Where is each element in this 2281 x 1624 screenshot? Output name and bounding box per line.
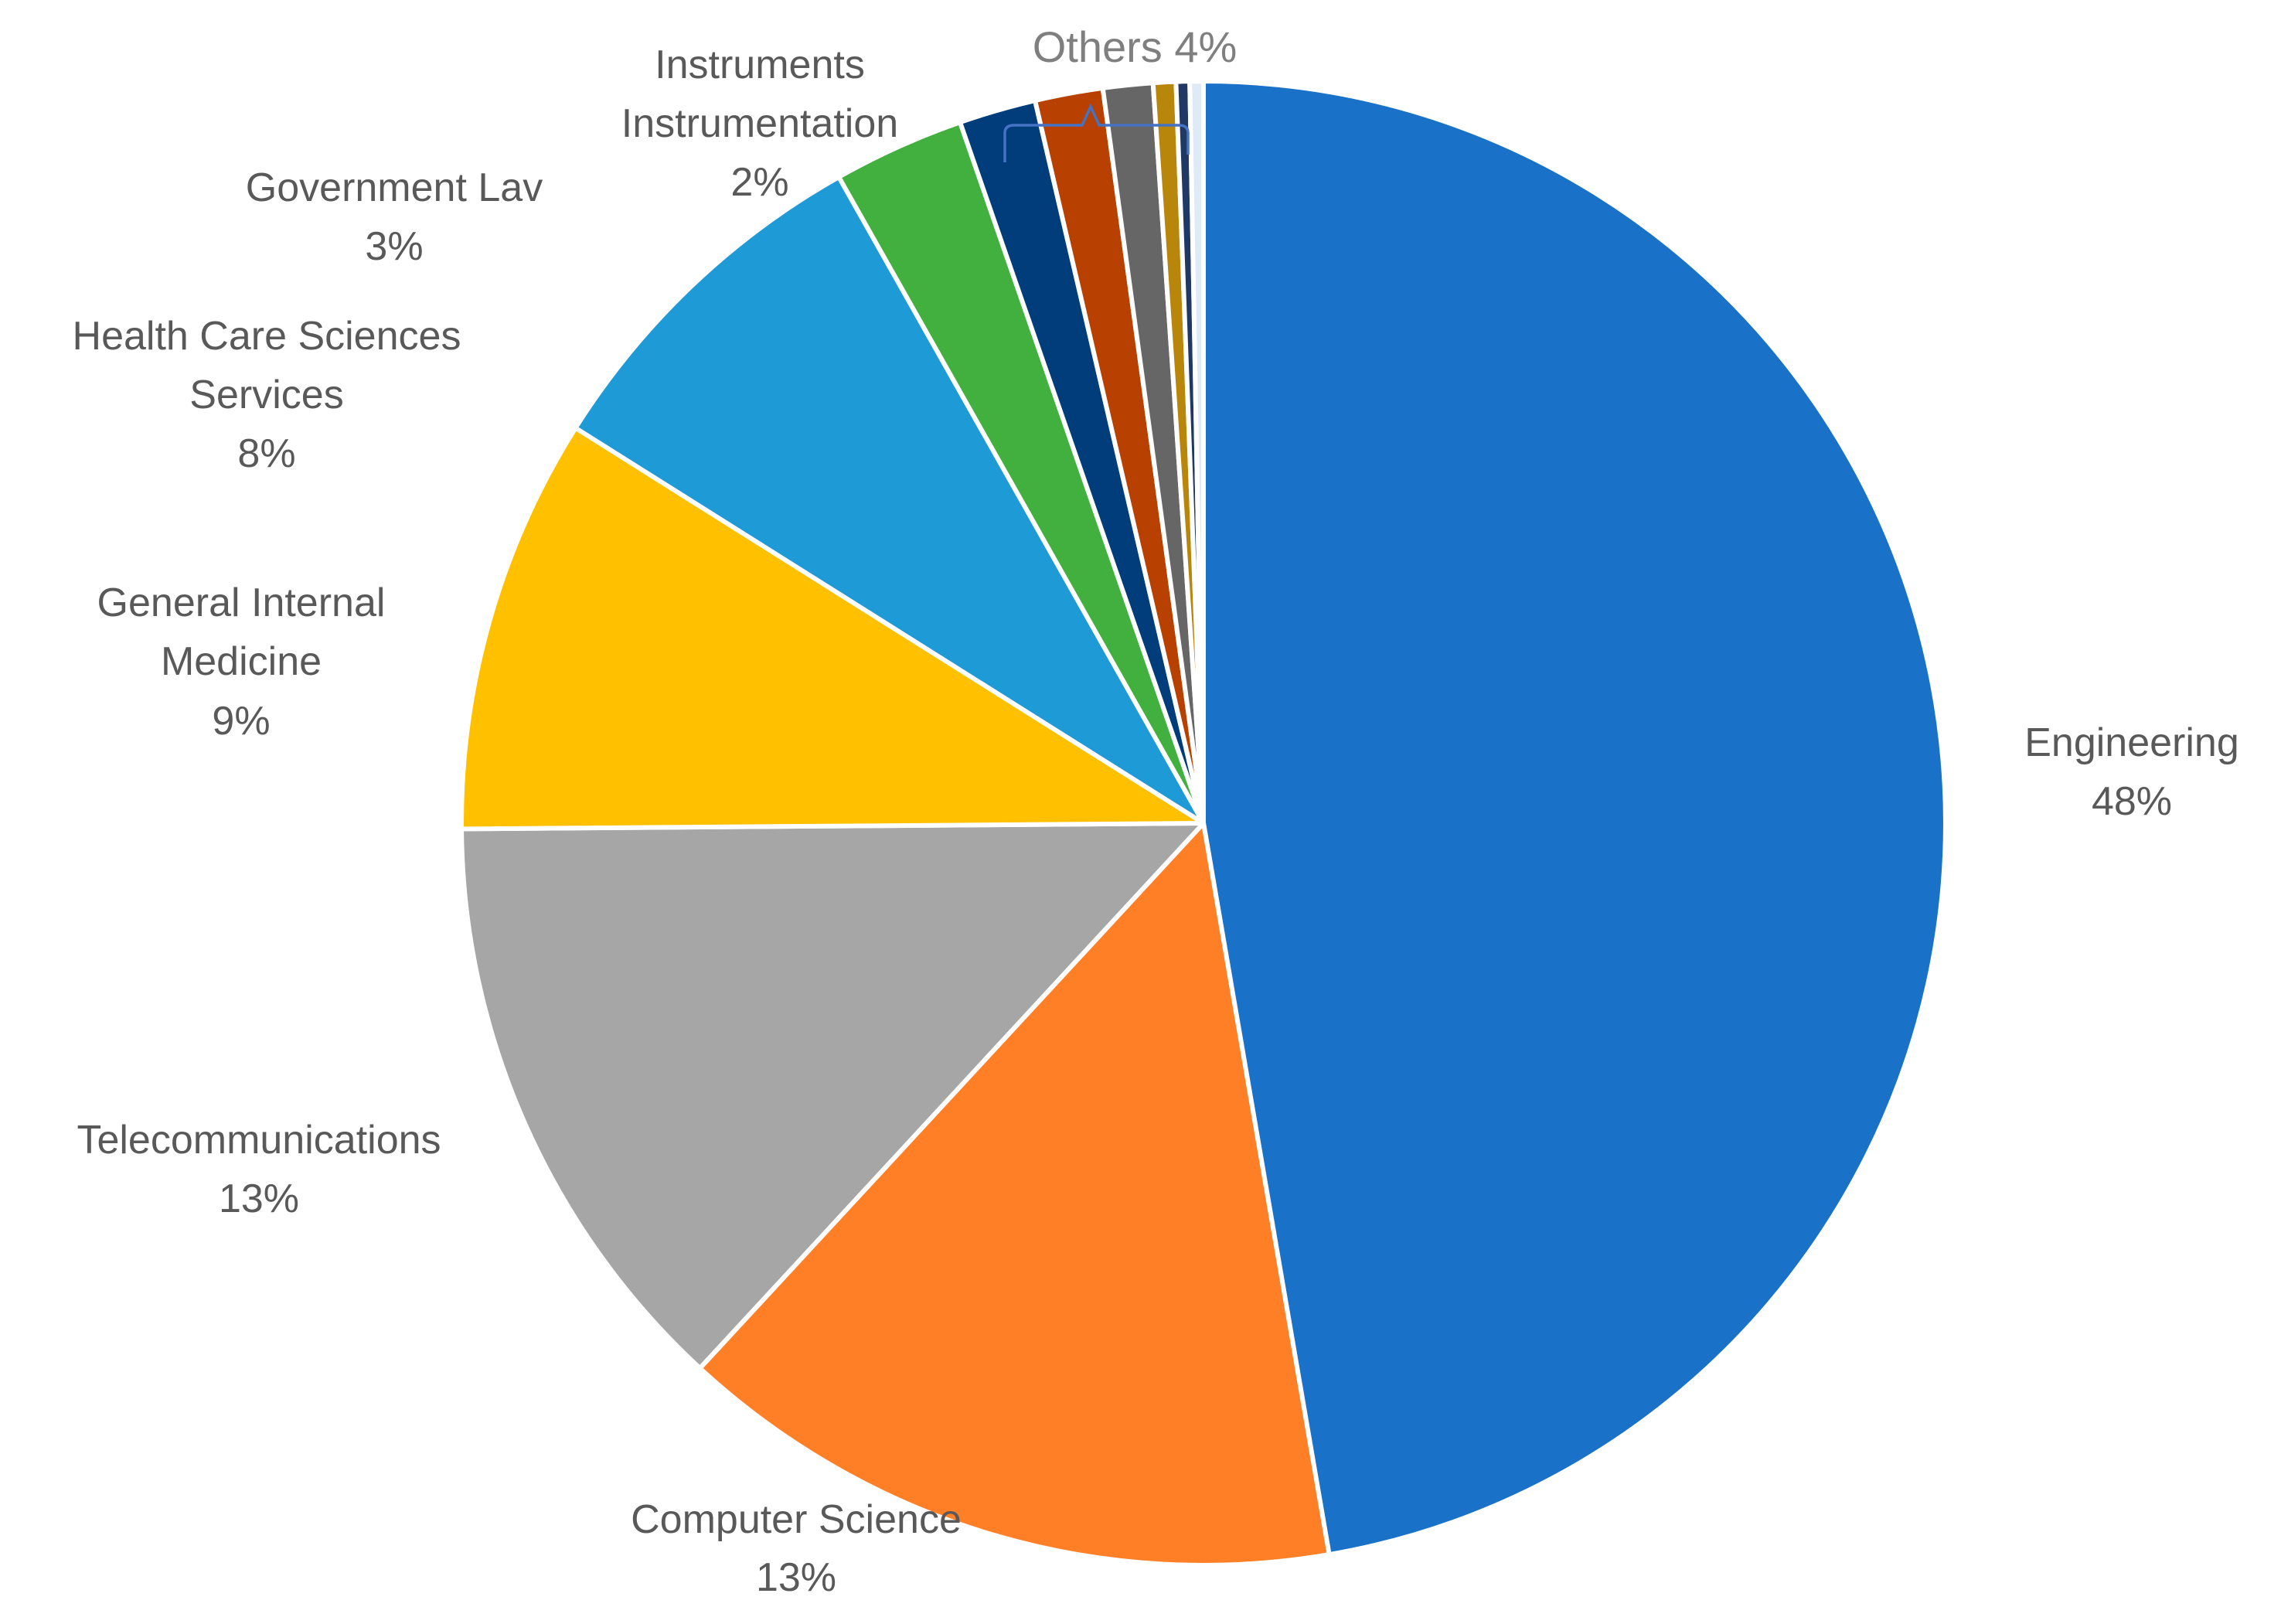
label-computer-science: Computer Science 13%	[631, 1497, 962, 1600]
label-general-internal-medicine-percent: 9%	[212, 699, 270, 744]
label-health-care-sciences-line1: Health Care Sciences	[73, 314, 461, 359]
pie-slices	[459, 79, 1948, 1568]
label-instruments-line2: Instrumentation	[621, 101, 898, 146]
pie-slice-3	[459, 425, 1206, 832]
label-health-care-sciences-line2: Services	[189, 373, 343, 417]
label-health-care-sciences: Health Care Sciences Services 8%	[73, 314, 461, 476]
label-telecommunications: Telecommunications 13%	[77, 1118, 441, 1221]
label-instruments-instrumentation: Instruments Instrumentation 2%	[621, 43, 898, 205]
label-engineering-name: Engineering	[2024, 720, 2239, 765]
others-bracket	[1003, 103, 1190, 162]
label-computer-science-percent: 13%	[756, 1555, 836, 1600]
others-label: Others 4%	[1033, 22, 1238, 71]
pie-slice-1	[697, 821, 1332, 1568]
pie-slice-4	[573, 174, 1206, 826]
label-instruments-percent: 2%	[730, 160, 788, 205]
label-computer-science-name: Computer Science	[631, 1497, 962, 1542]
label-engineering-percent: 48%	[2092, 779, 2172, 824]
label-general-internal-medicine: General Internal Medicine 9%	[97, 580, 386, 744]
label-general-internal-medicine-line1: General Internal	[97, 580, 386, 625]
label-telecommunications-percent: 13%	[219, 1176, 299, 1221]
label-government-law-percent: 3%	[365, 224, 423, 269]
pie-slice-2	[459, 821, 1206, 1371]
label-government-law: Government Lav 3%	[246, 165, 543, 269]
label-government-law-name: Government Lav	[246, 165, 543, 210]
label-health-care-sciences-percent: 8%	[237, 431, 295, 476]
pie-slice-11	[1187, 79, 1206, 826]
label-instruments-line1: Instruments	[655, 43, 865, 87]
label-engineering: Engineering 48%	[2024, 720, 2239, 824]
pie-slice-0	[1201, 79, 1948, 1558]
label-telecommunications-name: Telecommunications	[77, 1118, 441, 1163]
label-general-internal-medicine-line2: Medicine	[161, 639, 322, 684]
